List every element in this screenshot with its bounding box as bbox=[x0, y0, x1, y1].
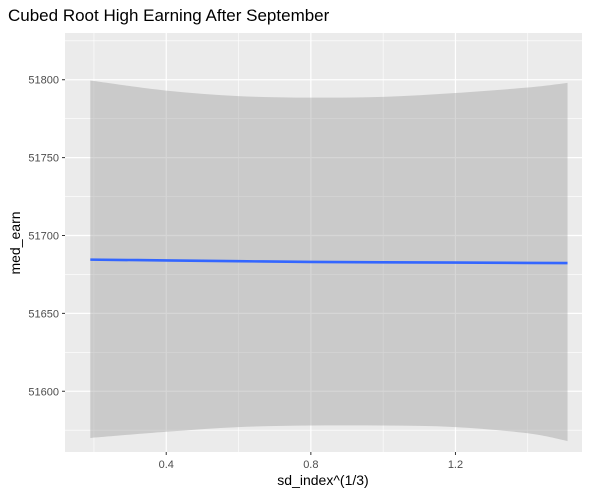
x-axis: 0.4 0.8 1.2 bbox=[159, 452, 463, 471]
grid-major bbox=[65, 33, 582, 452]
chart-title: Cubed Root High Earning After September bbox=[8, 6, 330, 25]
y-axis: 51600 51650 51700 51750 51800 bbox=[28, 75, 65, 398]
x-tick-label: 0.4 bbox=[159, 459, 174, 471]
x-axis-title: sd_index^(1/3) bbox=[277, 472, 368, 488]
x-tick-label: 1.2 bbox=[448, 459, 463, 471]
y-tick-label: 51750 bbox=[28, 153, 59, 165]
plot-panel bbox=[65, 33, 582, 452]
y-tick-label: 51650 bbox=[28, 308, 59, 320]
fit-line bbox=[90, 258, 568, 265]
y-axis-title: med_earn bbox=[7, 211, 23, 274]
grid-minor bbox=[65, 33, 582, 452]
y-tick-label: 51800 bbox=[28, 75, 59, 87]
x-tick-label: 0.8 bbox=[303, 459, 318, 471]
y-tick-label: 51700 bbox=[28, 230, 59, 242]
y-tick-label: 51600 bbox=[28, 386, 59, 398]
